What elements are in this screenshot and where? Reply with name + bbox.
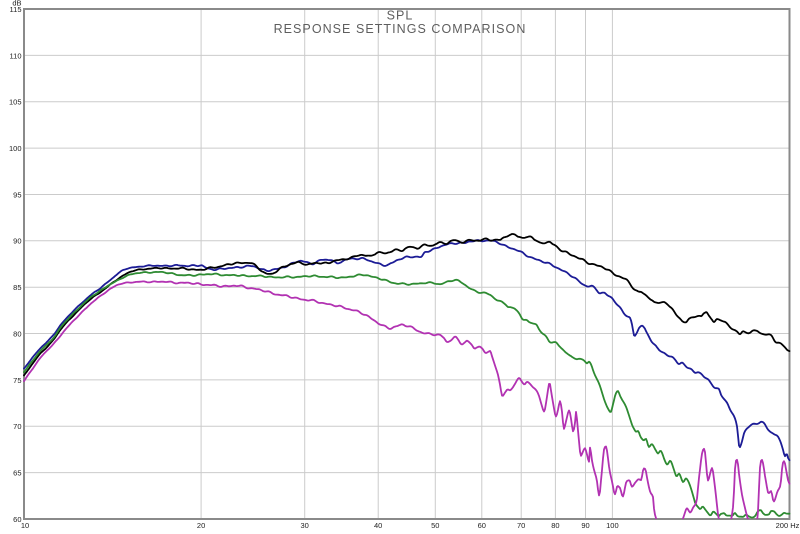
svg-text:dB: dB (12, 0, 21, 8)
svg-text:100: 100 (9, 144, 22, 153)
svg-text:40: 40 (374, 521, 382, 530)
svg-text:85: 85 (13, 283, 21, 292)
svg-text:90: 90 (13, 237, 21, 246)
svg-text:RESPONSE SETTINGS COMPARISON: RESPONSE SETTINGS COMPARISON (274, 22, 527, 36)
svg-text:105: 105 (9, 98, 22, 107)
svg-text:60: 60 (478, 521, 486, 530)
svg-text:65: 65 (13, 469, 21, 478)
svg-text:90: 90 (581, 521, 589, 530)
svg-text:80: 80 (551, 521, 559, 530)
svg-text:75: 75 (13, 376, 21, 385)
svg-text:60: 60 (13, 515, 21, 524)
svg-text:SPL: SPL (387, 8, 414, 22)
svg-text:70: 70 (517, 521, 525, 530)
svg-text:95: 95 (13, 190, 21, 199)
svg-text:200 Hz: 200 Hz (776, 521, 800, 530)
svg-text:70: 70 (13, 422, 21, 431)
svg-text:100: 100 (606, 521, 619, 530)
svg-text:20: 20 (197, 521, 205, 530)
svg-text:50: 50 (431, 521, 439, 530)
svg-text:115: 115 (10, 5, 22, 14)
svg-text:30: 30 (301, 521, 309, 530)
svg-text:110: 110 (10, 51, 22, 60)
svg-text:10: 10 (21, 521, 29, 530)
svg-text:80: 80 (13, 329, 21, 338)
